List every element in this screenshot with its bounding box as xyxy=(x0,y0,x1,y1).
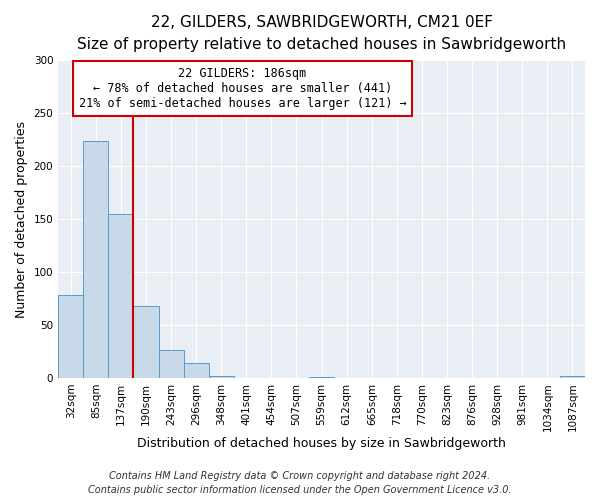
Bar xyxy=(309,377,334,378)
Bar xyxy=(184,363,209,378)
Bar xyxy=(83,141,109,378)
Bar xyxy=(58,296,83,378)
X-axis label: Distribution of detached houses by size in Sawbridgeworth: Distribution of detached houses by size … xyxy=(137,437,506,450)
Bar xyxy=(109,214,133,378)
Y-axis label: Number of detached properties: Number of detached properties xyxy=(15,120,28,318)
Bar xyxy=(158,350,184,378)
Title: 22, GILDERS, SAWBRIDGEWORTH, CM21 0EF
Size of property relative to detached hous: 22, GILDERS, SAWBRIDGEWORTH, CM21 0EF Si… xyxy=(77,15,566,52)
Text: 22 GILDERS: 186sqm
← 78% of detached houses are smaller (441)
21% of semi-detach: 22 GILDERS: 186sqm ← 78% of detached hou… xyxy=(79,66,406,110)
Bar xyxy=(209,376,234,378)
Bar xyxy=(133,306,158,378)
Bar xyxy=(560,376,585,378)
Text: Contains HM Land Registry data © Crown copyright and database right 2024.
Contai: Contains HM Land Registry data © Crown c… xyxy=(88,471,512,495)
